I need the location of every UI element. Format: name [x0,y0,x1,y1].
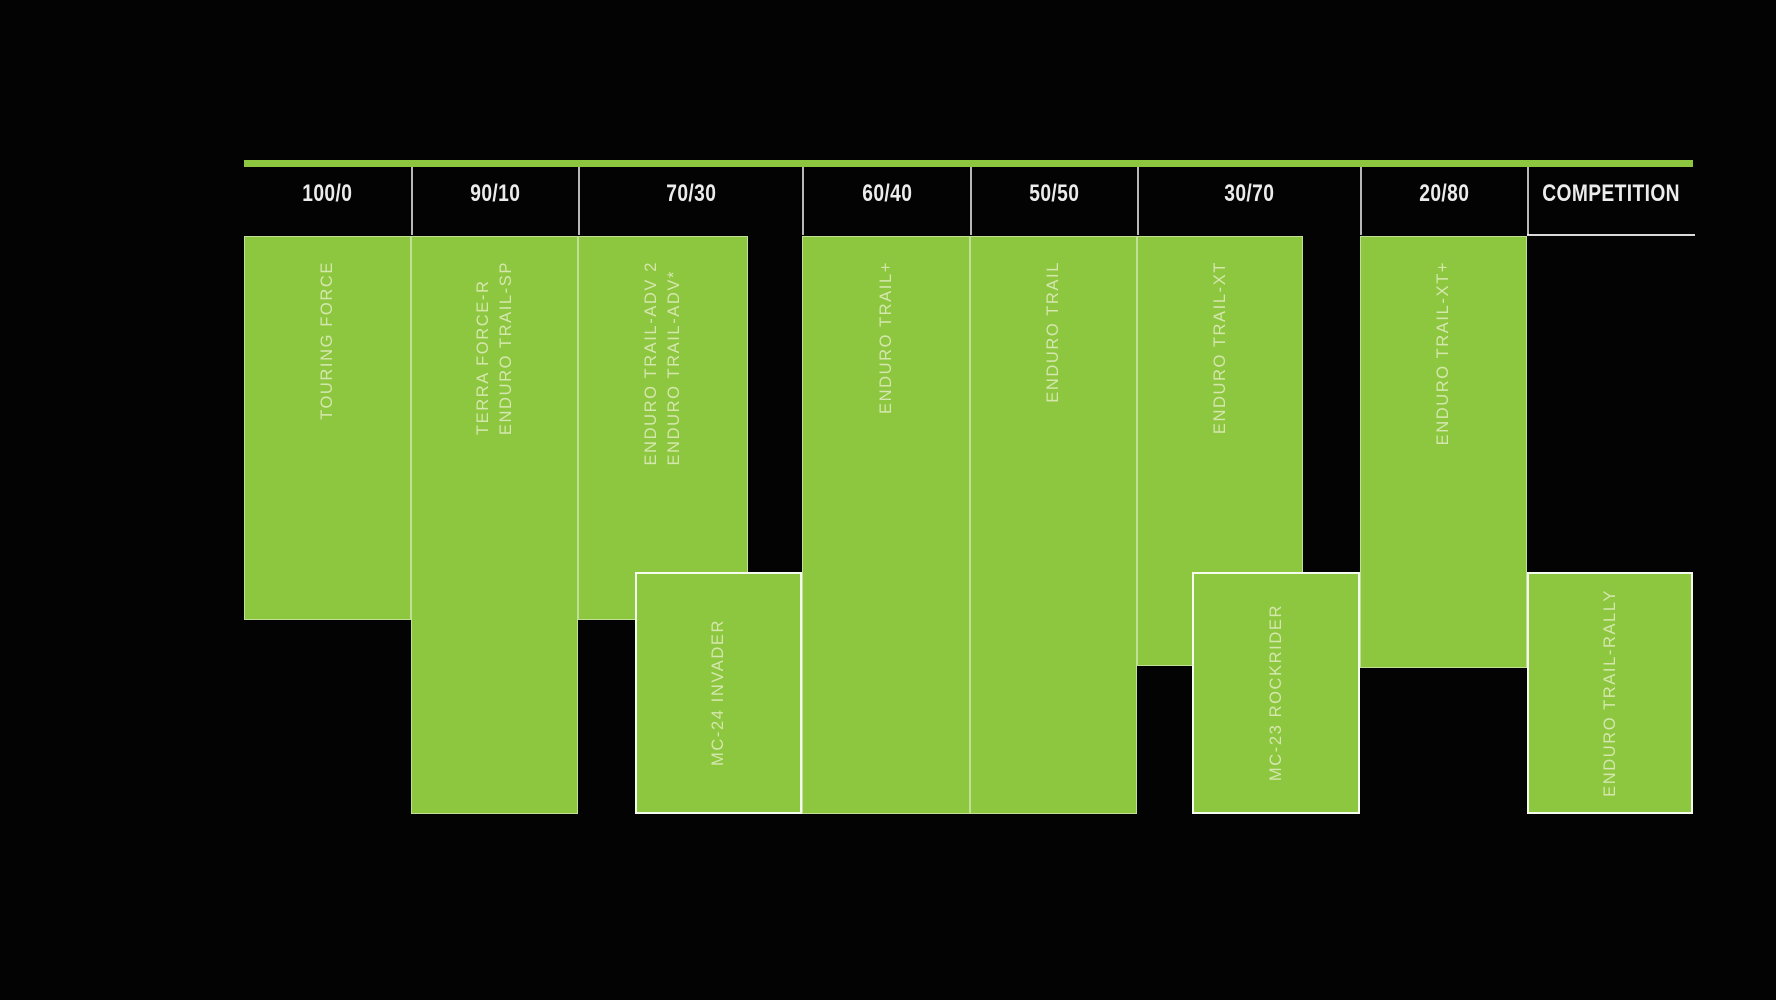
bar-label: TERRA FORCE-R ENDURO TRAIL-SP [473,261,515,436]
bar-enduro-trail: ENDURO TRAIL [970,236,1137,814]
bar-label: MC-24 INVADER [709,619,728,767]
column-header-30-70: 30/70 [1137,167,1360,235]
bar-label: ENDURO TRAIL [1044,261,1063,403]
bar-enduro-trail-adv: ENDURO TRAIL-ADV 2 ENDURO TRAIL-ADV* [578,236,748,620]
column-header-90-10: 90/10 [411,167,578,235]
bar-touring-force: TOURING FORCE [244,236,411,620]
bar-enduro-trail-xt-plus: ENDURO TRAIL-XT+ [1360,236,1527,668]
bar-label: ENDURO TRAIL-RALLY [1600,589,1619,797]
column-header-20-80: 20/80 [1360,167,1527,235]
column-header-70-30: 70/30 [578,167,802,235]
column-header-100-0: 100/0 [244,167,411,235]
header-underline [244,160,1693,167]
column-header-label: 20/80 [1419,180,1470,207]
column-header-label: 60/40 [861,180,913,207]
bar-label: TOURING FORCE [318,261,337,420]
bar-label: ENDURO TRAIL-XT [1210,261,1229,435]
bar-enduro-trail-plus: ENDURO TRAIL+ [802,236,970,814]
column-header-label: 100/0 [302,180,353,207]
column-header-label: COMPETITION [1542,180,1680,207]
bar-mc-23-rockrider: MC-23 ROCKRIDER [1192,572,1360,814]
bar-label: ENDURO TRAIL-ADV 2 ENDURO TRAIL-ADV* [642,261,683,466]
column-header-label: 90/10 [470,180,521,207]
column-header-label: 30/70 [1224,180,1275,207]
bar-label: MC-23 ROCKRIDER [1266,604,1285,782]
bar-terra-force-r: TERRA FORCE-R ENDURO TRAIL-SP [411,236,578,814]
bar-label: ENDURO TRAIL+ [876,261,895,414]
column-header-60-40: 60/40 [802,167,970,235]
column-header-competition: COMPETITION [1527,167,1693,235]
competition-top-border [1527,234,1695,236]
bar-enduro-trail-rally: ENDURO TRAIL-RALLY [1527,572,1693,814]
column-header-50-50: 50/50 [970,167,1137,235]
column-header-label: 50/50 [1029,180,1080,207]
bar-mc-24-invader: MC-24 INVADER [635,572,802,814]
column-header-label: 70/30 [665,180,717,207]
bar-label: ENDURO TRAIL-XT+ [1434,261,1453,446]
